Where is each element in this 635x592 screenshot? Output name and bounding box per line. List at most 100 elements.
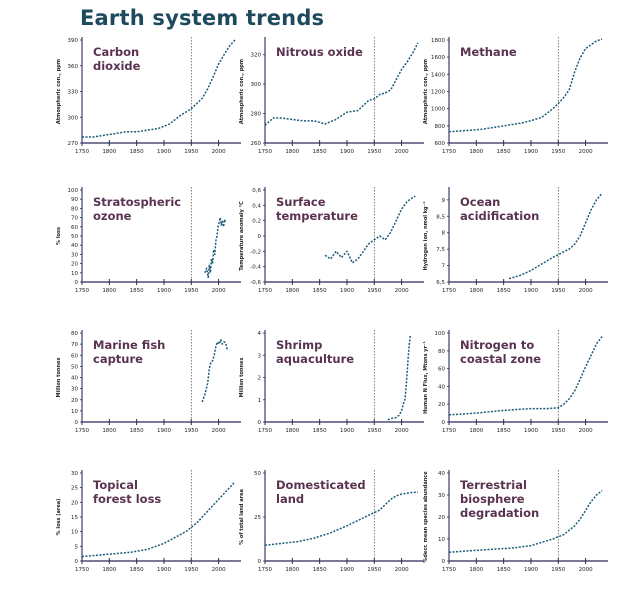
x-tick-label: 2000 [212, 567, 226, 573]
x-tick-label: 1850 [130, 428, 144, 434]
x-tick-label: 1850 [497, 428, 511, 434]
y-tick-label: 260 [251, 141, 262, 147]
y-tick-label: 80 [71, 331, 78, 337]
x-tick-label: 1900 [157, 428, 171, 434]
y-tick-label: 15 [71, 515, 78, 521]
y-tick-label: 0 [442, 559, 446, 565]
y-tick-label: 40 [438, 384, 445, 390]
y-tick-label: 20 [71, 500, 78, 506]
x-tick-label: 1850 [313, 428, 327, 434]
y-tick-label: 20 [71, 262, 78, 268]
x-tick-label: 1950 [367, 149, 381, 155]
y-tick-label: 30 [438, 493, 445, 499]
x-tick-label: 1950 [551, 428, 565, 434]
x-tick-label: 1750 [75, 149, 89, 155]
x-tick-label: 1850 [130, 567, 144, 573]
y-tick-label: 7 [442, 264, 446, 270]
y-tick-label: 800 [435, 124, 446, 130]
chart-panel-12: 1750 1800 1850 1900 1950 2000 0 10 20 30 40 %decr. … [423, 470, 608, 573]
x-tick-label: 1850 [497, 567, 511, 573]
y-axis-label: % of total land area [239, 489, 245, 545]
chart-panel-2: 1750 1800 1850 1900 1950 2000 260 280 300 320 Atmo… [239, 37, 424, 155]
y-axis-label: Human N Flux, Mtons yr⁻¹ [423, 341, 429, 414]
panel-title: aquaculture [276, 352, 354, 366]
panel-title: temperature [276, 209, 358, 223]
x-tick-label: 1850 [130, 149, 144, 155]
x-tick-label: 1950 [551, 288, 565, 294]
x-tick-label: 1750 [442, 428, 456, 434]
x-tick-label: 1950 [367, 428, 381, 434]
y-tick-label: -0,4 [250, 265, 261, 271]
y-tick-label: 0 [75, 420, 79, 426]
x-tick-label: 1950 [184, 567, 198, 573]
panel-title: biosphere [460, 492, 525, 506]
x-tick-label: 1800 [469, 567, 483, 573]
y-tick-label: 30 [71, 471, 78, 477]
x-tick-label: 1800 [102, 288, 116, 294]
x-tick-label: 2000 [395, 288, 409, 294]
chart-panel-3: 1750 1800 1850 1900 1950 2000 600 800 1000 1200 14… [423, 37, 608, 155]
x-tick-label: 2000 [212, 288, 226, 294]
panel-title: Nitrous oxide [276, 45, 363, 59]
data-series-line [82, 39, 236, 138]
y-axis-label: Hydrogen ion, nmol kg⁻¹ [423, 202, 429, 271]
chart-panel-6: 1750 1800 1850 1900 1950 2000 6,5 7 7,5 8 8,5 9 Hydr… [423, 187, 608, 294]
y-tick-label: 1000 [431, 107, 445, 113]
y-tick-label: 390 [68, 38, 79, 44]
panel-title: Domesticated [276, 478, 366, 492]
y-axis-label: Million tonnes [239, 358, 245, 398]
panel-title: degradation [460, 506, 539, 520]
panel-title: coastal zone [460, 352, 541, 366]
y-tick-label: 4 [258, 331, 262, 337]
panel-title: forest loss [93, 492, 161, 506]
y-axis-label: Atmospheric con., ppm [423, 59, 429, 124]
panel-title: Topical [93, 478, 138, 492]
y-tick-label: 1600 [431, 55, 445, 61]
panel-title: Surface [276, 195, 326, 209]
y-axis-label: Atmospheric con., ppm [239, 59, 245, 124]
x-tick-label: 1900 [157, 288, 171, 294]
panel-title: Carbon [93, 45, 139, 59]
y-tick-label: 0 [258, 234, 262, 240]
x-tick-label: 1950 [551, 567, 565, 573]
x-tick-label: 1750 [442, 288, 456, 294]
x-tick-label: 1900 [157, 567, 171, 573]
y-tick-label: 50 [71, 234, 78, 240]
data-series-line [81, 481, 236, 558]
y-tick-label: 0 [258, 559, 262, 565]
x-tick-label: 1900 [157, 149, 171, 155]
y-tick-label: 20 [438, 402, 445, 408]
x-tick-label: 1750 [75, 288, 89, 294]
x-tick-label: 1900 [340, 567, 354, 573]
x-tick-label: 1800 [469, 288, 483, 294]
x-tick-label: 1950 [367, 288, 381, 294]
y-tick-label: 1800 [431, 38, 445, 44]
panel-title: acidification [460, 209, 539, 223]
y-tick-label: 40 [71, 376, 78, 382]
x-tick-label: 1750 [258, 288, 272, 294]
panel-title: Terrestrial [460, 478, 527, 492]
y-tick-label: 20 [438, 515, 445, 521]
y-tick-label: 270 [68, 141, 79, 147]
y-tick-label: 20 [71, 398, 78, 404]
y-tick-label: 40 [438, 471, 445, 477]
y-tick-label: 300 [68, 115, 79, 121]
x-tick-label: 1750 [442, 149, 456, 155]
y-tick-label: 0 [258, 420, 262, 426]
panel-title: Methane [460, 45, 517, 59]
data-series-line [201, 338, 229, 403]
x-tick-label: 1750 [75, 428, 89, 434]
page-title: Earth system trends [80, 6, 325, 30]
panel-title: ozone [93, 209, 132, 223]
chart-panel-10: 1750 1800 1850 1900 1950 2000 0 5 10 15 20 25 30 % lo… [56, 470, 241, 573]
chart-panel-11: 1750 1800 1850 1900 1950 2000 0 25 50 % of total … [239, 470, 424, 573]
x-tick-label: 1750 [258, 428, 272, 434]
data-series-line [448, 38, 603, 133]
x-tick-label: 1900 [340, 288, 354, 294]
x-tick-label: 2000 [579, 567, 593, 573]
x-tick-label: 1800 [285, 428, 299, 434]
y-tick-label: 60 [71, 353, 78, 359]
x-tick-label: 1800 [102, 428, 116, 434]
y-tick-label: 330 [68, 90, 79, 96]
